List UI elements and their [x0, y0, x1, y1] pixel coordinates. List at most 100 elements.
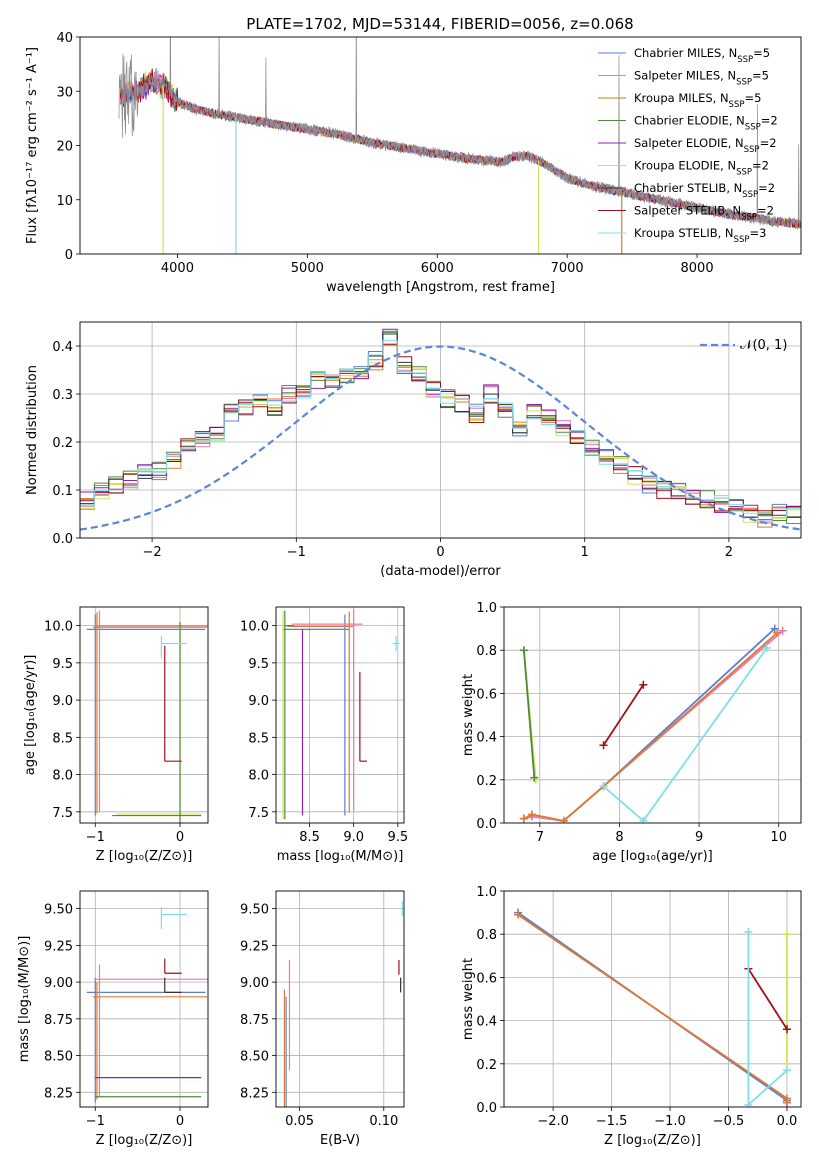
x-tick-label: 9	[695, 830, 703, 845]
x-tick-label: 1	[581, 545, 589, 560]
y-tick-label: 0	[65, 248, 73, 263]
series-line	[517, 914, 788, 1103]
x-axis-label: Z [log₁₀(Z/Z⊙)]	[96, 1133, 193, 1148]
y-axis-label: Normed distribution	[25, 365, 40, 495]
series-line	[602, 647, 768, 823]
y-tick-label: 10	[56, 194, 73, 209]
series-marker	[530, 773, 539, 782]
y-tick-label: 0.2	[476, 1058, 497, 1073]
y-tick-label: 9.0	[248, 694, 269, 709]
x-tick-label: 8	[615, 830, 623, 845]
y-tick-label: 9.5	[248, 657, 269, 672]
errorbar	[92, 612, 208, 814]
series-line	[747, 968, 788, 1030]
y-tick-label: 9.5	[52, 657, 73, 672]
x-tick-label: 2	[725, 545, 733, 560]
y-tick-label: 7.5	[52, 806, 73, 821]
series-marker	[639, 816, 648, 823]
y-tick-label: 8.0	[248, 769, 269, 784]
legend-entry: Chabrier STELIB, NSSP=2	[634, 181, 775, 200]
y-tick-label: 8.75	[240, 1013, 269, 1028]
errorbar	[284, 610, 294, 820]
x-tick-label: 9.5	[387, 830, 408, 845]
y-tick-label: 0.8	[476, 644, 497, 659]
y-axis-label: age [log₁₀(age/yr)]	[23, 655, 38, 776]
x-tick-label: 10	[770, 830, 787, 845]
y-axis-label: mass weight	[461, 674, 476, 756]
chart-5: −1 0 8.25 8.50 8.75 9.00 9.25 9.50 Z [log₁₀(Z/Z⊙…	[17, 890, 209, 1148]
y-tick-label: 8.50	[240, 1050, 269, 1065]
errorbar	[86, 977, 206, 1103]
series-marker	[514, 910, 523, 919]
x-axis-label: (data-model)/error	[380, 564, 501, 579]
y-tick-label: 9.25	[44, 939, 73, 954]
x-tick-label: −1.5	[596, 1114, 628, 1129]
x-tick-label: 9.0	[343, 830, 364, 845]
x-tick-label: 4000	[161, 261, 194, 276]
y-tick-label: 7.5	[248, 806, 269, 821]
legend-entry: Kroupa ELODIE, NSSP=2	[634, 159, 769, 178]
x-tick-label: 0.10	[369, 1114, 398, 1129]
y-tick-label: 0.2	[476, 774, 497, 789]
axes-frame	[79, 36, 802, 255]
legend-entry: Chabrier ELODIE, NSSP=2	[634, 114, 778, 133]
legend-entry: 𝒩(0, 1)	[740, 338, 787, 353]
x-tick-label: 7000	[551, 261, 584, 276]
data-spectrum	[118, 37, 801, 230]
series-line	[523, 627, 776, 822]
y-axis-label: mass weight	[461, 958, 476, 1040]
legend-entry: Salpeter MILES, NSSP=5	[634, 69, 769, 88]
x-axis-label: Z [log₁₀(Z/Z⊙)]	[604, 1133, 701, 1148]
series-marker	[782, 930, 791, 939]
x-axis-label: E(B-V)	[320, 1133, 360, 1148]
y-tick-label: 10.0	[240, 620, 269, 635]
y-tick-label: 9.00	[44, 976, 73, 991]
y-axis-label: mass [log₁₀(M/M⊙)]	[17, 936, 32, 1063]
series-line	[747, 932, 788, 1107]
y-tick-label: 0.4	[476, 1015, 497, 1030]
y-tick-label: 9.0	[52, 694, 73, 709]
x-tick-label: 0.05	[285, 1114, 314, 1129]
y-tick-label: 0.8	[476, 928, 497, 943]
errorbar	[92, 982, 208, 1100]
axes-frame	[79, 321, 802, 539]
errorbar	[95, 610, 208, 812]
y-tick-label: 10.0	[44, 620, 73, 635]
errorbar	[112, 621, 202, 823]
plot-area	[276, 607, 404, 823]
axes-frame	[79, 890, 209, 1108]
axes-frame	[503, 606, 802, 824]
series-marker	[744, 928, 753, 937]
y-tick-label: 0.4	[476, 731, 497, 746]
series-line	[523, 650, 536, 778]
plot-area	[80, 607, 208, 823]
errorbar	[283, 614, 350, 816]
chart-6: 0.05 0.10 8.25 8.50 8.75 9.00 9.25 9.50 E(B-V)	[240, 890, 405, 1148]
x-tick-label: −1	[86, 1114, 105, 1129]
x-tick-label: 7	[536, 830, 544, 845]
axes-frame	[275, 606, 405, 824]
series-marker	[778, 626, 787, 635]
chart-1: −2 −1 0 1 2 0.0 0.1 0.2 0.3 0.4 (data-model)/error…	[25, 321, 802, 579]
series-marker	[599, 741, 608, 750]
axes-frame	[275, 890, 405, 1108]
y-tick-label: 1.0	[476, 601, 497, 616]
series-marker	[744, 1100, 753, 1107]
errorbar	[291, 609, 363, 811]
y-tick-label: 0.2	[52, 436, 73, 451]
x-tick-label: 0	[176, 830, 184, 845]
y-axis-label: Flux [fλ10⁻¹⁷ erg cm⁻² s⁻¹ A⁻¹]	[25, 47, 40, 244]
y-tick-label: 30	[56, 85, 73, 100]
series-marker	[599, 782, 608, 791]
y-tick-label: 0.0	[476, 817, 497, 832]
errorbar	[116, 620, 202, 822]
legend-entry: Kroupa MILES, NSSP=5	[634, 91, 761, 110]
series-marker	[773, 628, 782, 637]
errorbar	[164, 977, 182, 993]
y-tick-label: 9.50	[240, 903, 269, 918]
series-marker	[639, 680, 648, 689]
series-marker	[770, 624, 779, 633]
plot-area	[80, 322, 801, 538]
x-tick-label: 0	[436, 545, 444, 560]
